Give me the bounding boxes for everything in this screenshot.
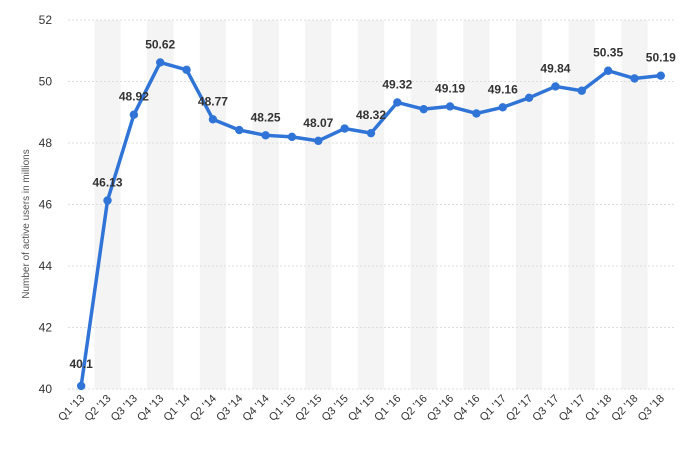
data-label: 46.13 (93, 176, 123, 190)
data-point (656, 71, 666, 80)
data-label: 49.32 (382, 77, 412, 91)
x-tick-label: Q2 '18 (609, 393, 640, 424)
x-tick-label: Q3 '16 (425, 393, 456, 424)
x-tick-label: Q1 '14 (162, 393, 193, 424)
y-tick-label: 46 (39, 198, 53, 212)
data-points (76, 58, 666, 391)
x-tick-label: Q1 '17 (478, 393, 509, 424)
plot-band (357, 20, 385, 389)
data-point (287, 132, 297, 142)
data-point (551, 82, 560, 91)
data-point (76, 381, 86, 391)
y-tick-label: 48 (39, 136, 53, 150)
data-point (235, 125, 244, 135)
x-tick-label: Q1 '18 (583, 393, 614, 424)
y-tick-label: 52 (39, 13, 53, 27)
x-tick-label: Q4 '14 (241, 393, 272, 424)
data-label: 48.07 (303, 116, 333, 130)
x-tick-label: Q4 '16 (451, 393, 482, 424)
x-tick-label: Q3 '14 (214, 393, 245, 424)
data-label: 50.62 (145, 37, 175, 51)
y-tick-label: 50 (39, 75, 53, 89)
x-tick-label: Q4 '15 (346, 393, 377, 424)
data-label: 40.1 (69, 357, 93, 371)
y-tick-label: 42 (39, 321, 53, 335)
data-point (340, 124, 349, 133)
data-point (182, 65, 191, 75)
data-label: 50.19 (646, 51, 676, 65)
data-point (524, 93, 534, 102)
data-point (208, 115, 218, 124)
data-point (129, 110, 139, 119)
x-tick-label: Q3 '15 (320, 393, 351, 424)
data-point (472, 109, 481, 118)
data-label: 49.19 (435, 81, 465, 95)
x-tick-label: Q1 '13 (56, 393, 87, 424)
data-point (393, 98, 402, 107)
x-tick-label: Q1 '16 (372, 393, 403, 424)
data-label: 49.84 (540, 61, 570, 75)
y-tick-label: 44 (39, 259, 53, 273)
x-tick-label: Q3 '18 (636, 393, 667, 424)
x-tick-label: Q2 '16 (399, 393, 430, 424)
x-tick-label: Q3 '17 (530, 393, 561, 424)
data-point (314, 136, 323, 146)
y-axis-ticks: 40 42 44 46 48 50 52 (39, 13, 53, 396)
data-label: 48.25 (251, 110, 281, 124)
data-point (419, 104, 428, 114)
x-tick-label: Q2 '14 (188, 393, 219, 424)
data-point (103, 196, 112, 205)
data-label: 48.32 (356, 108, 386, 122)
data-point (630, 74, 639, 83)
x-tick-label: Q4 '17 (557, 393, 588, 424)
data-point (603, 66, 613, 75)
x-tick-label: Q2 '15 (293, 393, 324, 424)
data-label: 49.16 (488, 82, 518, 96)
x-tick-label: Q2 '17 (504, 393, 535, 424)
data-point (577, 86, 586, 95)
data-label: 48.77 (198, 94, 228, 108)
data-point (445, 102, 455, 111)
y-axis-label: Number of active users in millions (21, 149, 32, 299)
x-tick-label: Q2 '13 (82, 393, 113, 424)
x-tick-label: Q1 '15 (267, 393, 298, 424)
data-point (261, 131, 270, 140)
gridlines (68, 19, 674, 390)
data-point (366, 128, 376, 138)
data-labels: 40.1 46.13 48.92 50.62 48.77 48.25 48.07 48.32 4… (69, 37, 676, 370)
data-label: 50.35 (593, 46, 623, 60)
data-label: 48.92 (119, 90, 149, 104)
x-tick-label: Q4 '13 (135, 393, 166, 424)
data-point (156, 58, 165, 67)
data-point (498, 103, 507, 112)
x-tick-label: Q3 '13 (109, 393, 140, 424)
y-tick-label: 40 (39, 382, 53, 396)
